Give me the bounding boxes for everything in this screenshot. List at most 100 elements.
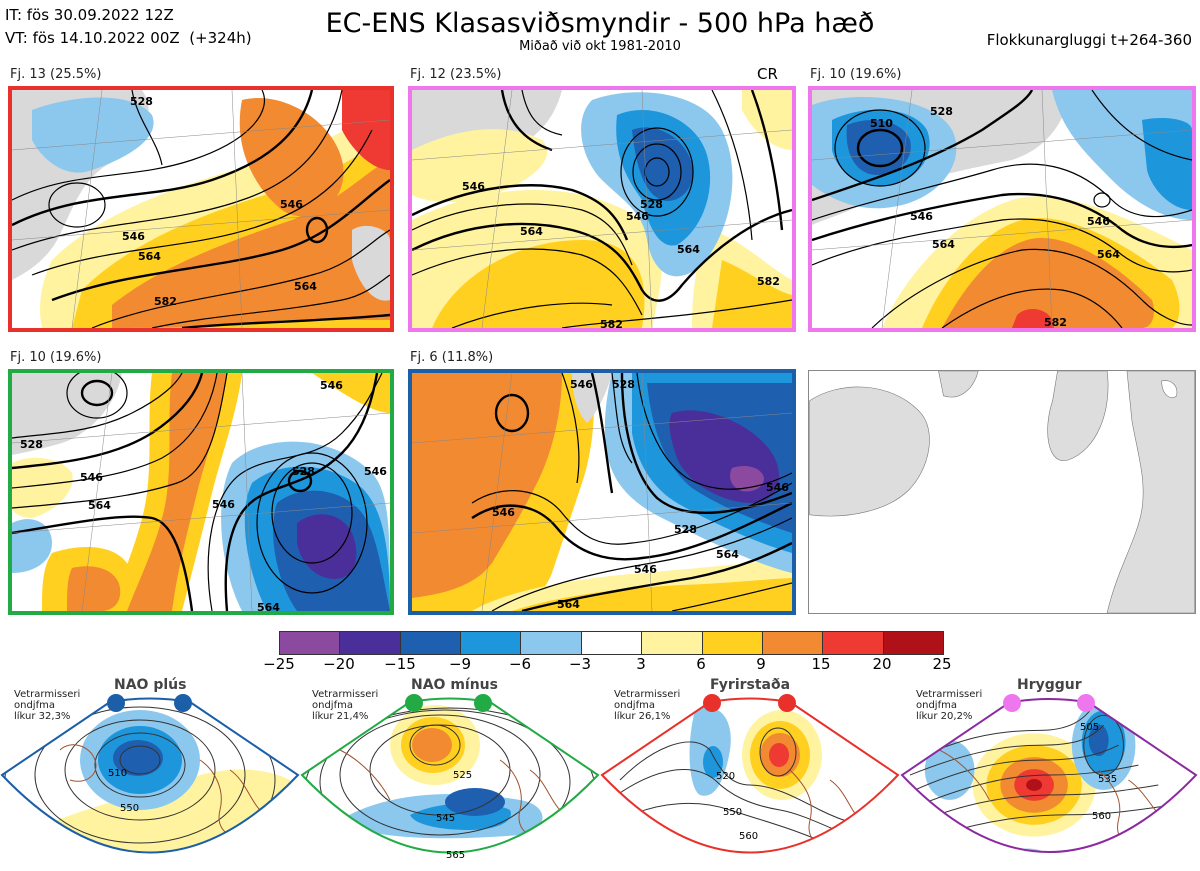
contour-label: 564 xyxy=(257,601,280,614)
colorbar-label: −9 xyxy=(448,655,472,673)
contour-label: 546 xyxy=(280,198,303,211)
contour-label: 520 xyxy=(716,771,736,782)
colorbar-label: 25 xyxy=(932,655,952,673)
page-subtitle: Miðað við okt 1981-2010 xyxy=(519,39,681,54)
contour-label: 582 xyxy=(757,275,780,288)
regime-note-line: ondjfma xyxy=(916,700,957,711)
contour-label: 528 xyxy=(640,198,663,211)
contour-label: 528 xyxy=(292,465,315,478)
regime-ridge-map[interactable] xyxy=(900,690,1198,871)
contour-label: 546 xyxy=(212,498,235,511)
contour-label: 546 xyxy=(626,210,649,223)
panel-2-label: Fj. 12 (23.5%) xyxy=(410,67,502,82)
panel-3-label: Fj. 10 (19.6%) xyxy=(810,67,902,82)
contour-label: 546 xyxy=(492,506,515,519)
contour-label: 550 xyxy=(120,803,140,814)
colorbar-label: −15 xyxy=(384,655,416,673)
contour-label: 546 xyxy=(364,465,387,478)
panel-4-label: Fj. 10 (19.6%) xyxy=(10,350,102,365)
regime-nao-plus-dot xyxy=(174,694,192,712)
regime-nao-minus-note: Vetrarmisseri ondjfma líkur 21,4% xyxy=(312,689,378,722)
colorbar-label: 9 xyxy=(756,655,766,673)
regime-note-line: ondjfma xyxy=(614,700,655,711)
panel-4-map xyxy=(12,373,390,611)
panel-1-map xyxy=(12,90,390,328)
colorbar-segment xyxy=(883,632,943,654)
regime-ridge-dot xyxy=(1077,694,1095,712)
contour-label: 546 xyxy=(634,563,657,576)
regime-note-line: Vetrarmisseri xyxy=(614,689,681,700)
regime-nao-minus-title: NAO mínus xyxy=(411,677,498,693)
contour-label: 510 xyxy=(108,768,128,779)
regime-note-line: líkur 26,1% xyxy=(614,711,671,722)
contour-label: 546 xyxy=(766,481,789,494)
contour-label: 582 xyxy=(600,318,623,331)
cluster-panel-3[interactable]: 510 528 546 564 546 564 582 xyxy=(808,86,1196,332)
colorbar-label: 3 xyxy=(636,655,646,673)
colorbar-label: −3 xyxy=(568,655,592,673)
contour-label: 564 xyxy=(520,225,543,238)
regime-blocking-title: Fyrirstaða xyxy=(710,677,791,693)
contour-label: 546 xyxy=(570,378,593,391)
colorbar-segment xyxy=(642,632,703,654)
contour-label: 565 xyxy=(446,850,466,861)
contour-label: 564 xyxy=(677,243,700,256)
page-title: EC-ENS Klasasviðsmyndir - 500 hPa hæð xyxy=(325,8,875,39)
regime-note-line: Vetrarmisseri xyxy=(14,689,81,700)
regime-blocking-dot xyxy=(703,694,721,712)
regime-blocking-note: Vetrarmisseri ondjfma líkur 26,1% xyxy=(614,689,680,722)
colorbar-label: 6 xyxy=(696,655,706,673)
regime-note-line: líkur 20,2% xyxy=(916,711,973,722)
panel-2-map xyxy=(412,90,792,328)
contour-label: 528 xyxy=(930,105,953,118)
empty-reference-map xyxy=(808,370,1196,614)
contour-label: 564 xyxy=(1097,248,1120,261)
contour-label: 564 xyxy=(88,499,111,512)
regime-nao-plus-title: NAO plús xyxy=(114,677,187,693)
regime-nao-plus-dot xyxy=(107,694,125,712)
colorbar-segment xyxy=(702,632,763,654)
regime-ridge-note: Vetrarmisseri ondjfma líkur 20,2% xyxy=(916,689,982,722)
regime-nao-plus-map[interactable] xyxy=(0,690,300,871)
contour-label: 535 xyxy=(1098,774,1118,785)
contour-label: 510 xyxy=(870,117,893,130)
regime-blocking-dot xyxy=(778,694,796,712)
regime-note-line: Vetrarmisseri xyxy=(916,689,983,700)
contour-label: 546 xyxy=(462,180,485,193)
colorbar-segment xyxy=(823,632,884,654)
cluster-panel-4[interactable]: 546 528 546 564 546 528 546 564 xyxy=(8,369,394,615)
contour-label: 528 xyxy=(130,95,153,108)
colorbar-segment xyxy=(461,632,522,654)
contour-label: 582 xyxy=(154,295,177,308)
contour-label: 564 xyxy=(932,238,955,251)
contour-label: 525 xyxy=(453,770,473,781)
panel-2-tag: CR xyxy=(757,65,778,83)
colorbar-label: −25 xyxy=(263,655,295,673)
contour-label: 528 xyxy=(612,378,635,391)
contour-label: 545 xyxy=(436,813,456,824)
contour-label: 560 xyxy=(1092,811,1112,822)
reference-map xyxy=(809,371,1195,613)
cluster-panel-1[interactable]: 528 546 564 582 546 564 xyxy=(8,86,394,332)
cluster-panel-5[interactable]: 546 528 546 528 546 546 564 564 xyxy=(408,369,796,615)
valid-time: VT: fös 14.10.2022 00Z (+324h) xyxy=(5,29,252,47)
contour-label: 564 xyxy=(138,250,161,263)
panel-5-map xyxy=(412,373,792,611)
contour-label: 546 xyxy=(80,471,103,484)
regime-blocking-map[interactable] xyxy=(600,690,900,871)
regime-nao-minus-map[interactable] xyxy=(300,690,600,871)
contour-label: 528 xyxy=(20,438,43,451)
contour-label: 564 xyxy=(716,548,739,561)
cluster-panel-2[interactable]: 546 564 528 546 564 582 582 xyxy=(408,86,796,332)
regime-note-line: Vetrarmisseri xyxy=(312,689,379,700)
regime-nao-minus-dot xyxy=(474,694,492,712)
regime-ridge-dot xyxy=(1003,694,1021,712)
colorbar-label: 20 xyxy=(872,655,892,673)
contour-label: 528 xyxy=(674,523,697,536)
colorbar-segment xyxy=(400,632,462,654)
colorbar-segment xyxy=(762,632,824,654)
colorbar-segment xyxy=(340,632,401,654)
colorbar-label: −20 xyxy=(323,655,355,673)
initial-time: IT: fös 30.09.2022 12Z xyxy=(5,6,174,24)
panel-3-map xyxy=(812,90,1192,328)
